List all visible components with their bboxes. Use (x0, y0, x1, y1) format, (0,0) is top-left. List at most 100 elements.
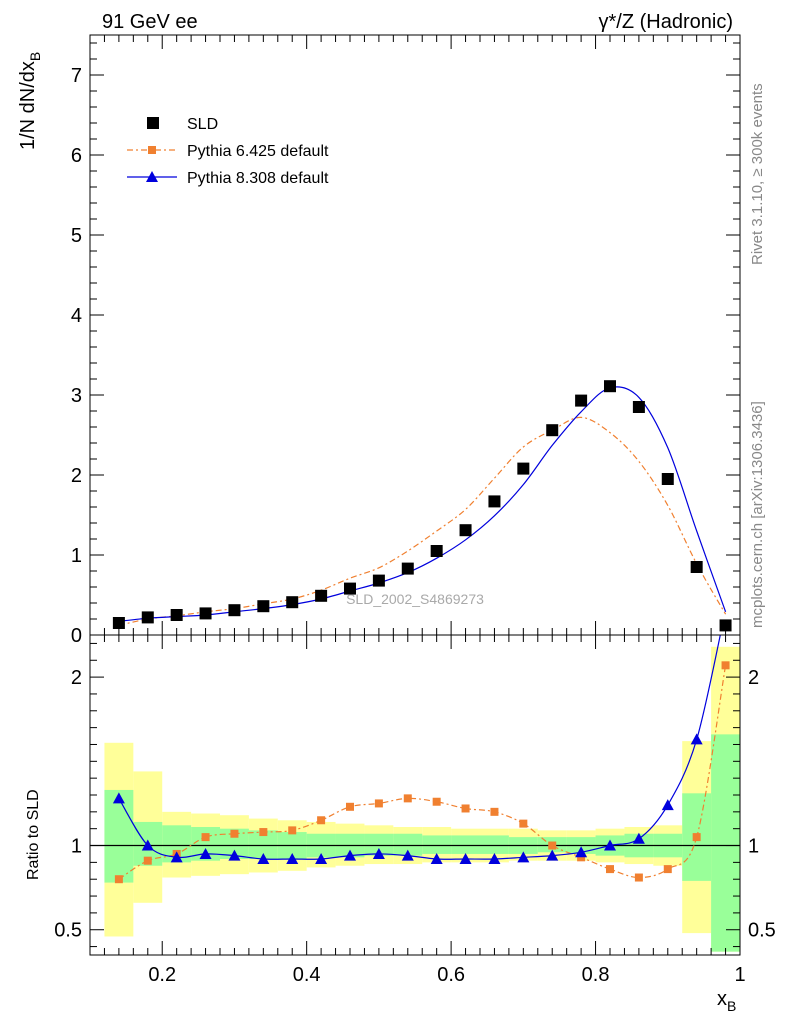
pythia8-ratio-point (690, 733, 703, 745)
ratio-panel (90, 635, 740, 952)
ratio-y-tick-label-left: 2 (71, 667, 82, 689)
rivet-version-label: Rivet 3.1.10, ≥ 300k events (749, 83, 766, 265)
pythia8-ratio-point (112, 792, 125, 804)
pythia6-ratio-point (721, 661, 730, 670)
x-tick-label: 1 (734, 964, 745, 986)
pythia8-main-line (118, 386, 727, 622)
analysis-watermark: SLD_2002_S4869273 (346, 591, 484, 607)
pythia8-ratio-point (286, 853, 299, 864)
pythia6-ratio-point (143, 856, 152, 865)
pythia8-ratio-point (632, 832, 645, 844)
sld-main-point (719, 619, 732, 632)
legend: SLD Pythia 6.425 default Pythia 8.308 de… (127, 116, 329, 187)
pythia6-ratio-point (519, 819, 528, 828)
sld-main-point (372, 574, 385, 587)
sld-main-point (170, 609, 183, 621)
pythia6-ratio-point (114, 875, 123, 884)
legend-label-pythia6: Pythia 6.425 default (187, 143, 329, 160)
pythia6-ratio-point (461, 804, 470, 813)
sld-main-point (546, 424, 559, 437)
pythia8-ratio-point (141, 839, 154, 851)
sld-main-point (257, 600, 270, 613)
ratio-y-tick-label-left: 0.5 (54, 920, 82, 942)
pythia8-ratio-point (401, 849, 414, 861)
legend-label-pythia8: Pythia 8.308 default (187, 170, 329, 187)
pythia6-ratio-point (201, 833, 210, 842)
pythia8-ratio-point (604, 839, 616, 851)
x-tick-label: 0.8 (582, 964, 610, 986)
sld-main-point (632, 401, 645, 413)
sld-main-point (575, 394, 588, 407)
pythia8-ratio-point (228, 849, 241, 861)
pythia6-ratio-point (317, 816, 326, 825)
sld-main-point (690, 561, 703, 573)
pythia8-ratio-point (575, 846, 588, 858)
band-inner-bin (480, 835, 509, 854)
main-y-tick-label: 0 (71, 625, 82, 647)
sld-main-point (604, 380, 616, 393)
ratio-y-tick-label-right: 2 (748, 667, 759, 689)
pythia8-ratio-point (661, 799, 674, 811)
band-inner-bin (104, 789, 134, 883)
sld-main-point (141, 611, 154, 624)
pythia8-ratio-point (344, 849, 356, 861)
main-y-tick-label: 6 (71, 145, 82, 167)
legend-entry-sld: SLD (147, 116, 218, 133)
pythia6-ratio-point (374, 799, 383, 808)
pythia6-ratio-point (634, 873, 643, 882)
pythia6-ratio-point (490, 807, 499, 816)
pythia8-ratio-point (315, 853, 328, 864)
pythia6-ratio-point (288, 826, 297, 835)
band-inner-bin (451, 835, 480, 854)
pythia8-ratio-point (546, 849, 559, 861)
main-panel (112, 380, 732, 632)
pythia8-ratio-point (459, 853, 472, 864)
pythia6-ratio-point (548, 841, 557, 850)
band-inner-bin (422, 835, 452, 854)
pythia6-ratio-point (577, 853, 586, 862)
ratio-y-tick-label-right: 1 (748, 836, 759, 858)
pythia6-ratio-point (346, 802, 354, 811)
legend-entry-pythia8: Pythia 8.308 default (127, 170, 329, 187)
sld-main-point (286, 596, 299, 609)
pythia8-ratio-point (170, 851, 183, 863)
main-y-tick-label: 5 (71, 225, 82, 247)
main-y-axis-label: 1/N dN/dxB (17, 52, 43, 150)
pythia6-ratio-point (403, 794, 412, 803)
legend-entry-pythia6: Pythia 6.425 default (127, 143, 329, 160)
mcplots-label: mcplots.cern.ch [arXiv:1306.3436] (749, 401, 766, 628)
x-axis-label: xB (717, 988, 736, 1014)
main-y-tick-label: 2 (71, 465, 82, 487)
ratio-y-tick-label-left: 1 (71, 836, 82, 858)
pythia6-ratio-point (692, 833, 701, 842)
main-y-tick-label: 4 (71, 305, 82, 327)
legend-marker-pythia6 (148, 146, 156, 154)
pythia6-ratio-point (606, 865, 614, 874)
pythia6-ratio-point (663, 865, 672, 874)
pythia8-ratio-point (517, 851, 530, 863)
sld-main-point (430, 545, 443, 557)
sld-main-point (315, 589, 328, 602)
pythia8-ratio-point (372, 847, 385, 859)
band-inner-bin (364, 833, 394, 856)
pythia6-ratio-point (259, 828, 268, 837)
pythia8-ratio-point (257, 853, 270, 864)
sld-main-point (459, 524, 472, 537)
main-y-tick-label: 7 (71, 65, 82, 87)
band-inner-bin (711, 734, 740, 952)
x-tick-label: 0.2 (148, 964, 176, 986)
header-right-label: γ*/Z (Hadronic) (599, 11, 733, 33)
sld-main-point (661, 473, 674, 485)
pythia8-ratio-point (488, 853, 501, 864)
legend-label-sld: SLD (187, 116, 218, 133)
x-tick-label: 0.4 (293, 964, 321, 986)
sld-main-point (517, 462, 530, 475)
header-left-label: 91 GeV ee (102, 11, 198, 33)
legend-marker-pythia8 (146, 171, 158, 182)
legend-marker-sld (147, 117, 159, 129)
ratio-y-tick-label-right: 0.5 (748, 920, 776, 942)
band-inner-bin (393, 833, 423, 856)
pythia6-ratio-point (432, 797, 441, 806)
x-tick-label: 0.6 (437, 964, 465, 986)
